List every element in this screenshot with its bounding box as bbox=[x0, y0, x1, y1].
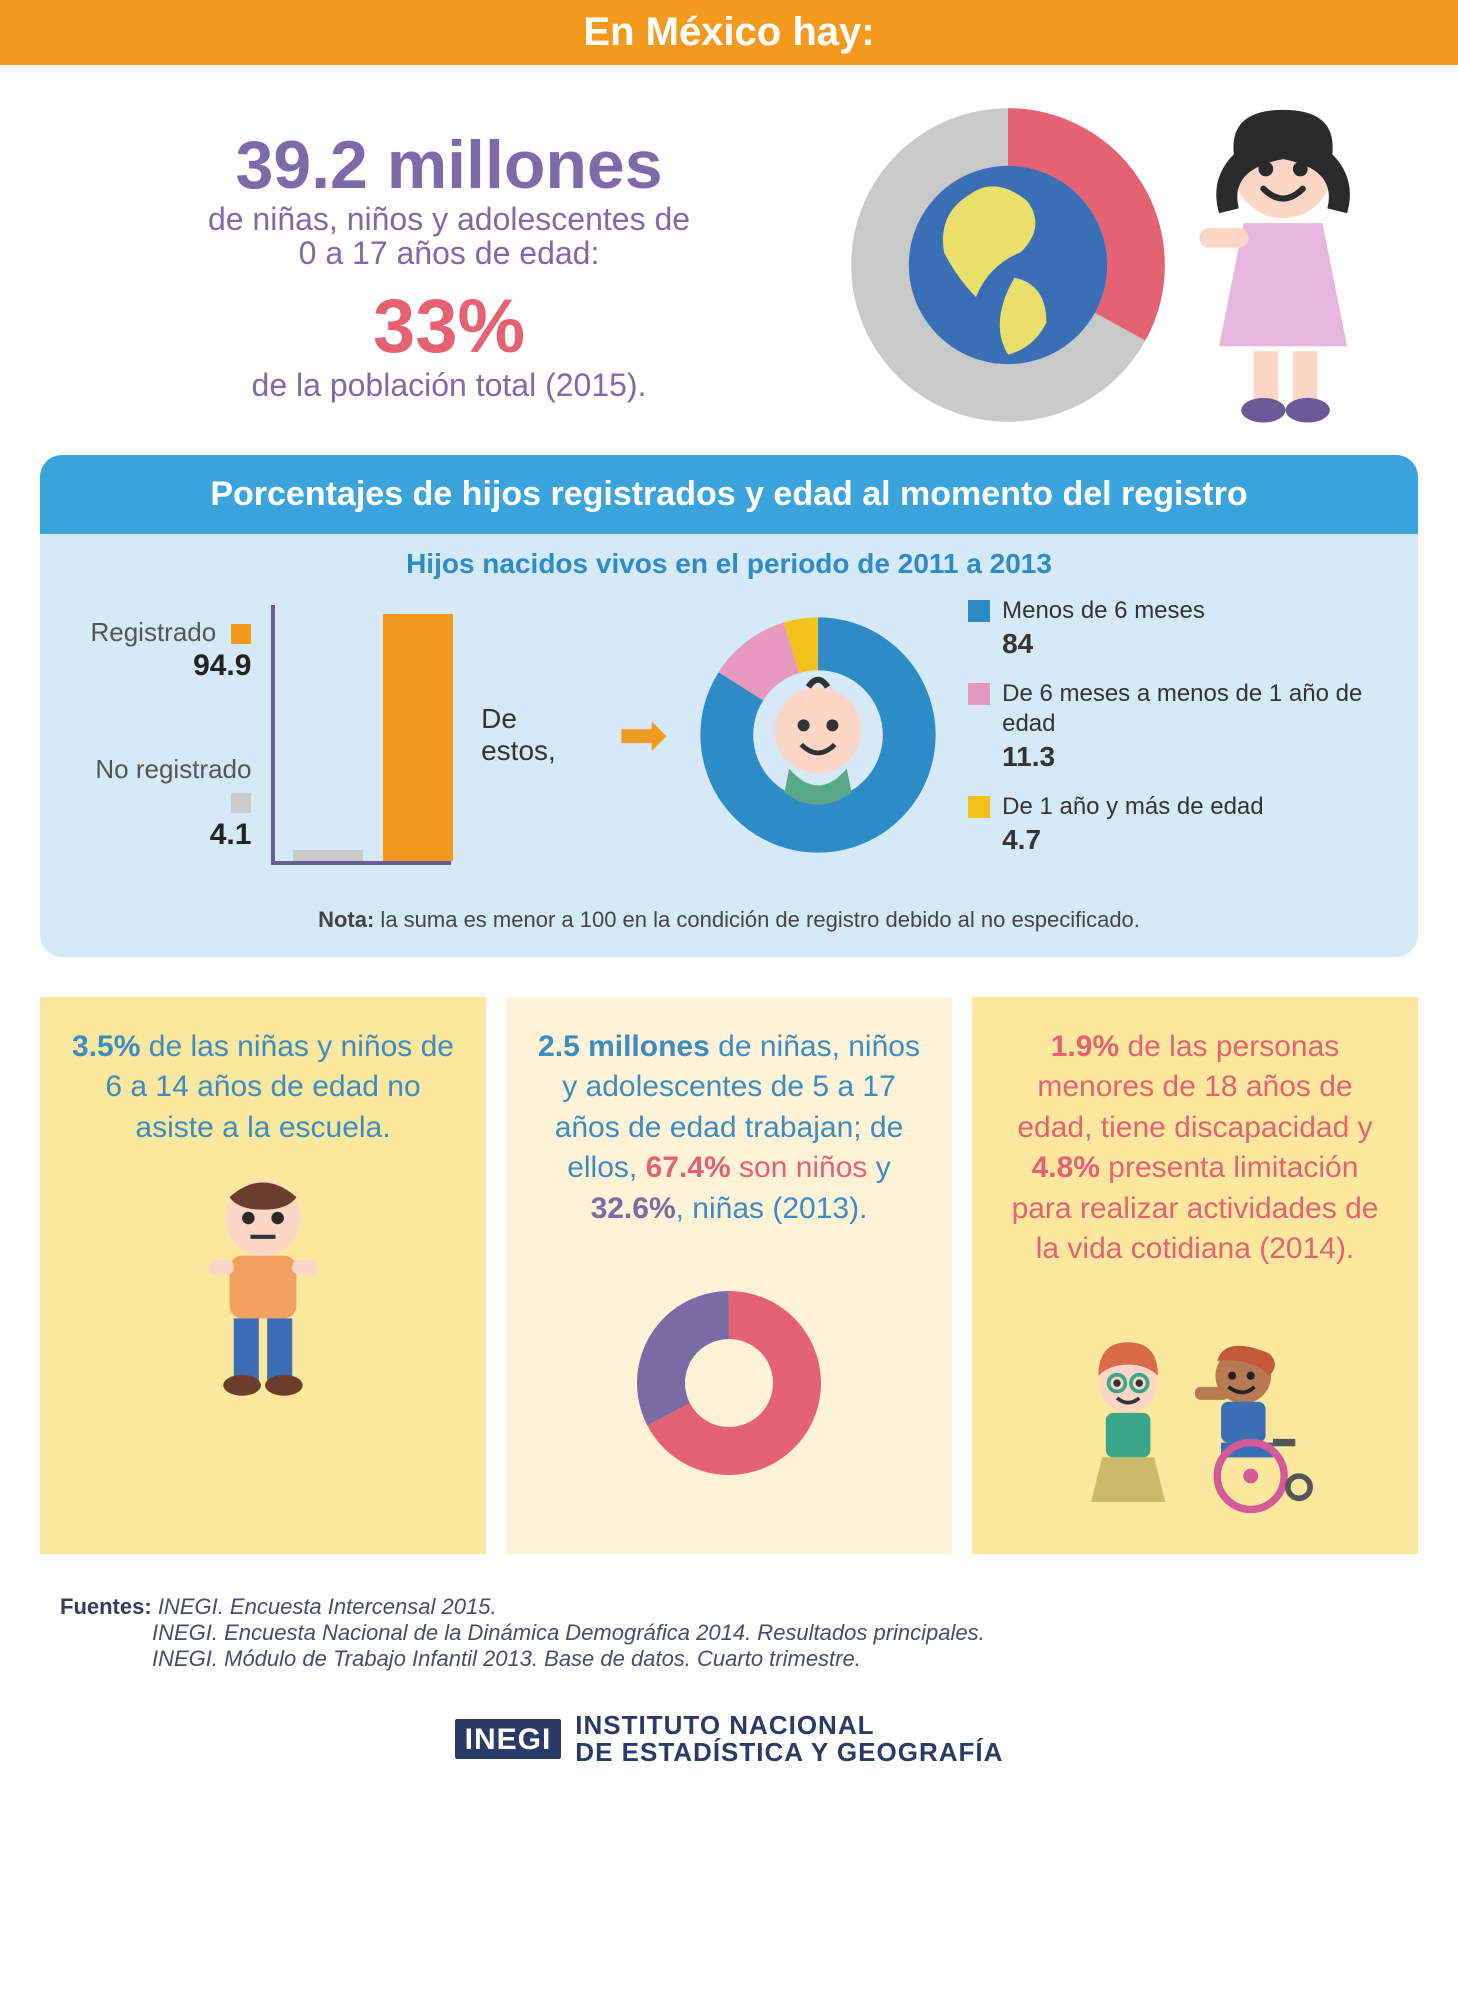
legend-swatch-2 bbox=[968, 683, 990, 705]
registered-value: 94.9 bbox=[80, 648, 251, 684]
legend-label-2: De 6 meses a menos de 1 año de edad bbox=[1002, 680, 1362, 737]
source-line-1: INEGI. Encuesta Nacional de la Dinámica … bbox=[152, 1620, 985, 1645]
source-line-0: INEGI. Encuesta Intercensal 2015. bbox=[158, 1594, 497, 1619]
card-school-text: 3.5% de las niñas y niños de 6 a 14 años… bbox=[68, 1027, 458, 1149]
registered-swatch bbox=[231, 624, 251, 644]
boy-standing-icon bbox=[173, 1172, 353, 1402]
inegi-logo: INEGI INSTITUTO NACIONAL DE ESTADÍSTICA … bbox=[0, 1702, 1458, 1807]
card-disability-text: 1.9% de las personas menores de 18 años … bbox=[1000, 1027, 1390, 1270]
legend-label-3: De 1 año y más de edad bbox=[1002, 793, 1264, 820]
logo-mark: INEGI bbox=[455, 1719, 562, 1759]
logo-line1: INSTITUTO NACIONAL bbox=[575, 1710, 874, 1740]
legend-value-3: 4.7 bbox=[1002, 822, 1264, 857]
globe-girl-illustration bbox=[838, 105, 1398, 425]
registered-label: Registrado bbox=[90, 617, 216, 647]
sources-block: Fuentes: INEGI. Encuesta Intercensal 201… bbox=[0, 1584, 1458, 1702]
globe-ring-chart bbox=[848, 105, 1168, 425]
kids-wheelchair-icon bbox=[1065, 1294, 1325, 1524]
arrow-icon: ➡ bbox=[618, 700, 668, 770]
stat-39m-sub2: 0 a 17 años de edad: bbox=[60, 234, 838, 272]
top-section: 39.2 millones de niñas, niños y adolesce… bbox=[0, 65, 1458, 455]
legend-value-1: 84 bbox=[1002, 626, 1205, 661]
card-work-text: 2.5 millones de niñas, niños y adolescen… bbox=[534, 1027, 924, 1230]
notreg-swatch bbox=[231, 793, 251, 813]
bar-chart-block: Registrado 94.9 No registrado 4.1 bbox=[80, 605, 451, 865]
bar-reg bbox=[383, 614, 453, 861]
three-cards-row: 3.5% de las niñas y niños de 6 a 14 años… bbox=[0, 957, 1458, 1584]
registration-note: Nota: la suma es menor a 100 en la condi… bbox=[40, 895, 1418, 957]
girl-icon bbox=[1188, 105, 1388, 425]
work-donut bbox=[629, 1253, 829, 1483]
notreg-label: No registrado bbox=[95, 754, 251, 784]
sources-label: Fuentes: bbox=[60, 1594, 152, 1619]
header-bar: En México hay: bbox=[0, 0, 1458, 65]
card-disability: 1.9% de las personas menores de 18 años … bbox=[972, 997, 1418, 1554]
registration-panel: Porcentajes de hijos registrados y edad … bbox=[40, 455, 1418, 957]
note-text: la suma es menor a 100 en la condición d… bbox=[374, 907, 1140, 932]
notreg-value: 4.1 bbox=[80, 817, 251, 853]
note-label: Nota: bbox=[318, 907, 374, 932]
bar-notreg bbox=[293, 850, 363, 861]
logo-line2: DE ESTADÍSTICA Y GEOGRAFÍA bbox=[575, 1737, 1003, 1767]
bar-labels: Registrado 94.9 No registrado 4.1 bbox=[80, 617, 251, 853]
bar-chart bbox=[271, 605, 451, 865]
stat-39m-sub1: de niñas, niños y adolescentes de bbox=[60, 200, 838, 238]
header-title: En México hay: bbox=[583, 10, 874, 54]
registration-subtitle: Hijos nacidos vivos en el periodo de 201… bbox=[40, 534, 1418, 586]
legend-swatch-1 bbox=[968, 600, 990, 622]
stat-39m: 39.2 millones bbox=[60, 126, 838, 204]
legend-label-1: Menos de 6 meses bbox=[1002, 597, 1205, 624]
stat-33pct: 33% bbox=[60, 283, 838, 370]
stat-33pct-sub: de la población total (2015). bbox=[60, 366, 838, 404]
de-estos-label: De estos, bbox=[481, 703, 588, 767]
age-donut bbox=[698, 615, 938, 855]
card-work: 2.5 millones de niñas, niños y adolescen… bbox=[506, 997, 952, 1554]
top-text-block: 39.2 millones de niñas, niños y adolesce… bbox=[60, 126, 838, 404]
source-line-2: INEGI. Módulo de Trabajo Infantil 2013. … bbox=[152, 1646, 861, 1671]
registration-title: Porcentajes de hijos registrados y edad … bbox=[40, 455, 1418, 534]
age-donut-legend: Menos de 6 meses 84 De 6 meses a menos d… bbox=[968, 596, 1378, 875]
legend-swatch-3 bbox=[968, 796, 990, 818]
legend-value-2: 11.3 bbox=[1002, 739, 1378, 774]
card-school: 3.5% de las niñas y niños de 6 a 14 años… bbox=[40, 997, 486, 1554]
registration-content: Registrado 94.9 No registrado 4.1 De est… bbox=[40, 586, 1418, 895]
